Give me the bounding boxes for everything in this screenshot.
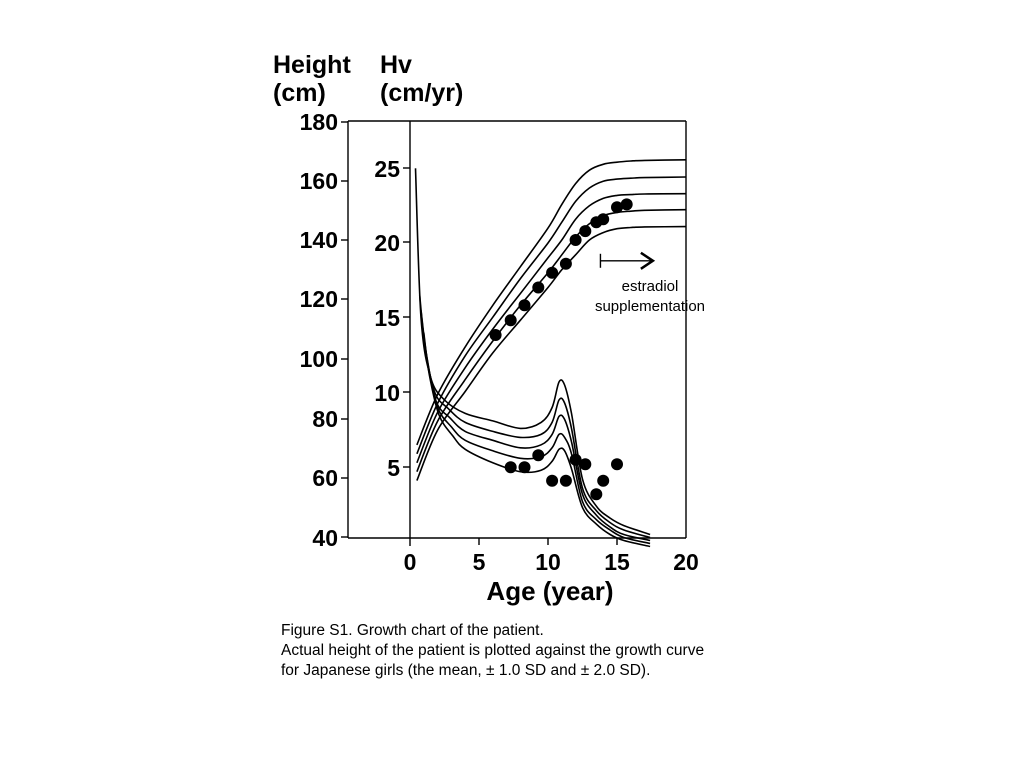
velocity-data-point: [546, 474, 559, 487]
arrow-head: [640, 251, 656, 270]
caption-title: Growth chart of the patient.: [352, 622, 544, 639]
velocity-data-point: [518, 461, 531, 474]
height-curve-plus2-0: [416, 159, 687, 446]
height-data-point: [559, 257, 572, 270]
height-tick-label-40: 40: [312, 525, 338, 551]
hv-axis-label-line1: Hv: [380, 51, 412, 79]
velocity-data-point: [504, 461, 517, 474]
plot-frame: [347, 120, 687, 546]
velocity-data-point: [532, 449, 545, 462]
height-tick-label-80: 80: [312, 406, 338, 432]
height-curve-mean: [416, 192, 687, 464]
velocity-reference-curves: [414, 168, 651, 548]
hv-axis-label-line2: (cm/yr): [380, 79, 463, 107]
height-data-point: [579, 225, 592, 238]
height-data-point: [518, 299, 531, 312]
hv-tick-label-20: 20: [374, 230, 400, 256]
velocity-data-point: [569, 453, 582, 466]
height-curve-minus1-0: [416, 208, 687, 472]
hv-tick-label-15: 15: [374, 305, 400, 331]
velocity-data-point: [611, 458, 623, 471]
height-tick-label-180: 180: [300, 109, 338, 135]
velocity-curve-plus1-0: [418, 295, 651, 539]
x-tick-label-10: 10: [535, 549, 561, 575]
estradiol-annotation: estradiol supplementation: [595, 251, 705, 315]
height-tick-label-60: 60: [312, 465, 338, 491]
velocity-data-point: [579, 458, 592, 471]
height-axis-label-line1: Height: [273, 51, 351, 79]
caption-line3: for Japanese girls (the mean, ± 1.0 SD a…: [281, 662, 651, 679]
velocity-curve-minus2-0: [423, 332, 651, 548]
height-reference-curves: [416, 159, 687, 481]
x-axis-title: Age (year): [486, 576, 613, 606]
hv-tick-label-25: 25: [374, 156, 400, 182]
caption-label: Figure S1.: [281, 622, 353, 639]
x-tick-label-20: 20: [673, 549, 699, 575]
velocity-data-point: [597, 474, 610, 487]
height-tick-labels: 180 160 140 120 100 80 60 40: [300, 109, 338, 551]
height-curve-plus1-0: [416, 176, 687, 455]
height-data-point: [546, 266, 559, 279]
height-data-point: [489, 329, 502, 341]
height-tick-label-120: 120: [300, 286, 338, 312]
velocity-data-point: [590, 488, 603, 501]
height-ticks: [341, 121, 348, 538]
height-data-point: [620, 198, 633, 211]
velocity-data-point: [559, 474, 572, 487]
hv-tick-label-10: 10: [374, 380, 400, 406]
hv-ticks: [403, 167, 410, 468]
height-data-point: [611, 201, 623, 214]
velocity-curve-mean: [420, 310, 651, 542]
height-data-point: [569, 234, 582, 246]
caption-line2: Actual height of the patient is plotted …: [281, 642, 705, 659]
velocity-curve-plus2-0: [414, 168, 651, 536]
height-data-point: [504, 314, 517, 327]
annotation-line2: supplementation: [595, 298, 705, 315]
hv-tick-label-5: 5: [387, 455, 400, 481]
x-ticks: [478, 538, 618, 545]
x-tick-labels: 0 5 10 15 20: [404, 549, 699, 575]
patient-velocity-points: [504, 449, 623, 501]
patient-height-points: [489, 198, 633, 341]
x-tick-label-5: 5: [473, 549, 486, 575]
height-tick-label-100: 100: [300, 346, 338, 372]
height-data-point: [597, 213, 610, 226]
height-tick-label-140: 140: [300, 227, 338, 253]
annotation-line1: estradiol: [622, 278, 679, 295]
x-tick-label-15: 15: [604, 549, 630, 575]
velocity-curve-minus1-0: [421, 325, 651, 545]
height-tick-label-160: 160: [300, 168, 338, 194]
growth-chart: Height (cm) Hv (cm/yr) 180 160 140 120 1…: [273, 51, 705, 606]
height-axis-label-line2: (cm): [273, 79, 326, 107]
hv-tick-labels: 25 20 15 10 5: [374, 156, 400, 481]
height-data-point: [532, 281, 545, 294]
figure-caption: Figure S1. Growth chart of the patient. …: [281, 621, 801, 681]
x-tick-label-0: 0: [404, 549, 417, 575]
